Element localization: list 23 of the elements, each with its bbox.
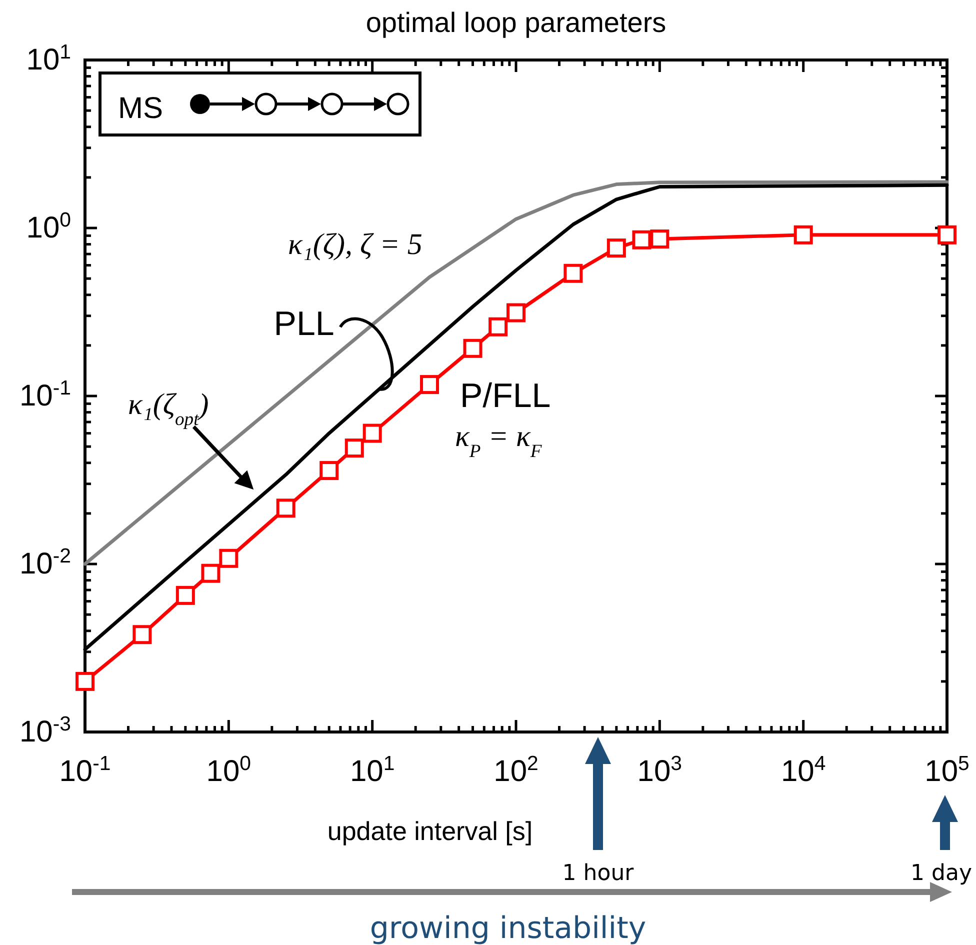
annotation: P/FLL [460,377,551,415]
y-tick-label: 10$^{-2}$ [19,546,71,581]
x-tick-label: 10$^{-1}$ [59,753,111,788]
annotation: κ₁(ζ), ζ = 5 [288,228,422,261]
x-tick-label: 10$^{2}$ [494,753,538,788]
x-tick-label: 10$^{5}$ [924,753,970,788]
y-tick-label: 10$^{-1}$ [19,378,71,413]
text: growing instability [370,911,646,945]
annotation: κ$_{P}$ = κ$_{F}$ [455,420,542,462]
chart-title: optimal loop parameters [366,7,666,38]
y-tick-label: 10$^{1}$ [26,42,71,77]
annotation: MS [118,92,163,125]
annotation: κ₁(ζ$_{opt}$) [128,388,209,430]
annotation: PLL [274,305,334,344]
x-tick-label: 10$^{0}$ [206,753,252,788]
x-tick-label: 10$^{4}$ [780,753,826,788]
y-tick-label: 10$^{0}$ [26,210,71,245]
x-axis-title: update interval [s] [327,816,533,846]
text: 1 hour [562,861,635,886]
y-tick-label: 10$^{-3}$ [19,714,71,749]
text: 1 day [910,861,972,886]
x-tick-label: 10$^{1}$ [350,753,395,788]
x-tick-label: 10$^{3}$ [637,753,682,788]
